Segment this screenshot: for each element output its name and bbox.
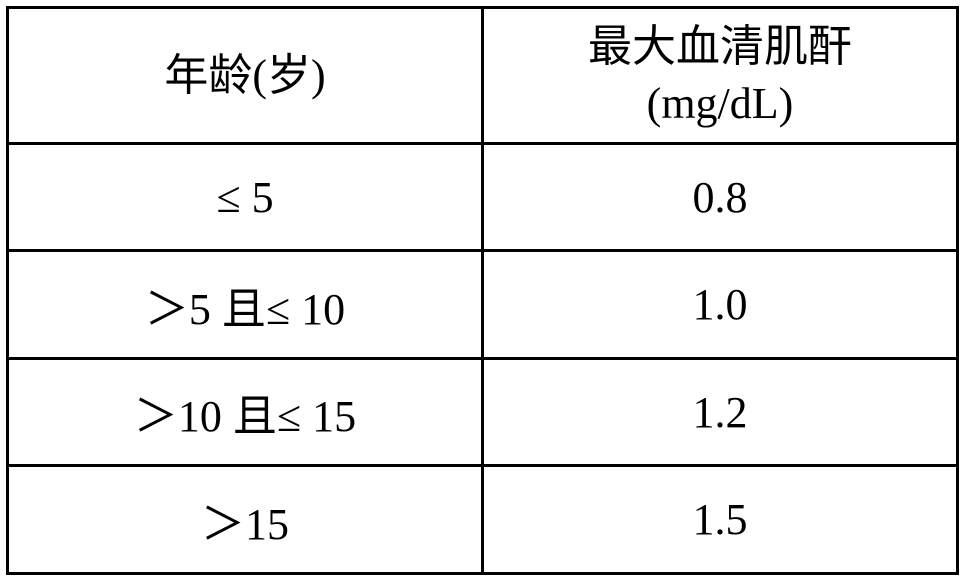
- cell-value-1: 1.0: [483, 251, 958, 359]
- header-value: 最大血清肌酐 (mg/dL): [483, 8, 958, 144]
- cell-age-2: ＞10 且≤ 15: [8, 358, 483, 466]
- cell-value-0: 0.8: [483, 143, 958, 251]
- cell-age-3: ＞15: [8, 466, 483, 574]
- cell-age-1: ＞5 且≤ 10: [8, 251, 483, 359]
- cell-age-0: ≤ 5: [8, 143, 483, 251]
- creatinine-table: 年龄(岁) 最大血清肌酐 (mg/dL) ≤ 5 0.8 ＞5 且≤ 10 1.…: [6, 6, 959, 575]
- header-age-line1: 年龄(岁): [164, 51, 325, 100]
- cell-value-2: 1.2: [483, 358, 958, 466]
- table-row: ＞5 且≤ 10 1.0: [8, 251, 958, 359]
- header-age: 年龄(岁): [8, 8, 483, 144]
- table-row: ≤ 5 0.8: [8, 143, 958, 251]
- table-row: ＞10 且≤ 15 1.2: [8, 358, 958, 466]
- table-row: ＞15 1.5: [8, 466, 958, 574]
- header-row: 年龄(岁) 最大血清肌酐 (mg/dL): [8, 8, 958, 144]
- header-value-line1: 最大血清肌酐: [588, 22, 852, 71]
- header-value-line2: (mg/dL): [484, 75, 956, 132]
- cell-value-3: 1.5: [483, 466, 958, 574]
